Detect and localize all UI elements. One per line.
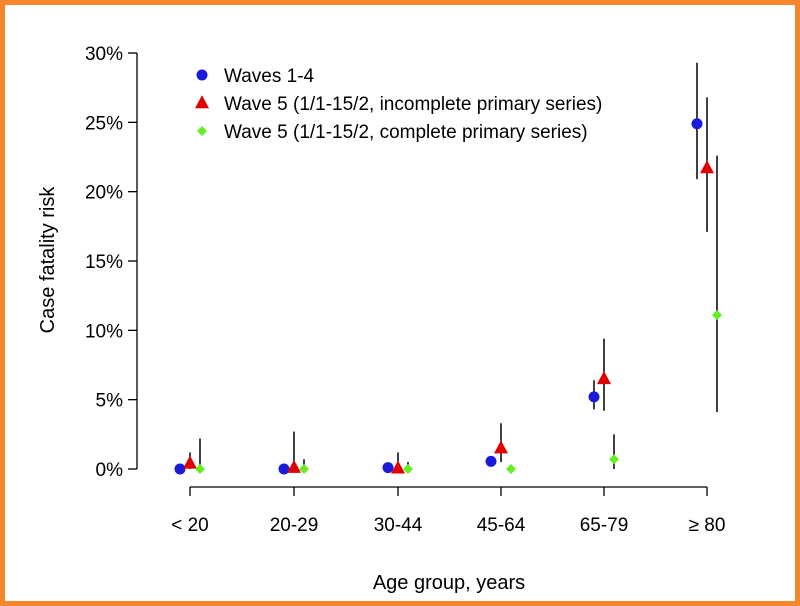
x-tick-label: 45-64 [477, 515, 526, 536]
data-point [691, 118, 703, 130]
y-tick-label: 10% [85, 321, 123, 342]
legend-label: Wave 5 (1/1-15/2, complete primary serie… [224, 122, 588, 143]
data-point [712, 310, 722, 321]
y-tick-label: 5% [96, 391, 124, 412]
data-point [287, 459, 301, 473]
data-point [597, 371, 611, 385]
y-tick-label: 0% [96, 460, 124, 481]
data-point [506, 464, 516, 474]
x-tick-label: 30-44 [374, 515, 423, 536]
legend-marker [196, 69, 208, 81]
data-point [278, 463, 290, 475]
x-tick-label: < 20 [171, 515, 209, 536]
series-1 [183, 97, 714, 474]
data-point [700, 160, 714, 174]
data-point [174, 463, 186, 475]
chart-marks [174, 62, 722, 475]
y-tick-label: 20% [85, 183, 123, 204]
legend: Waves 1-4 Wave 5 (1/1-15/2, incomplete pr… [195, 66, 602, 143]
data-point [588, 391, 600, 403]
x-axis-title: Age group, years [373, 572, 525, 594]
data-point [382, 462, 394, 474]
data-point [485, 455, 497, 467]
data-point [195, 464, 205, 474]
data-point [609, 454, 619, 465]
x-axis: < 20 20-29 30-44 45-64 65-79 ≥ 80 [171, 486, 726, 536]
legend-label: Waves 1-4 [224, 66, 315, 87]
y-tick-label: 25% [85, 113, 123, 134]
legend-label: Wave 5 (1/1-15/2, incomplete primary ser… [224, 94, 602, 115]
data-point [494, 440, 508, 454]
x-tick-label: 65-79 [580, 515, 629, 536]
y-tick-label: 15% [85, 252, 123, 273]
series-0 [174, 62, 703, 475]
data-point [183, 455, 197, 469]
y-axis-title: Case fatality risk [37, 186, 59, 334]
series-2 [195, 155, 722, 474]
data-point [299, 464, 309, 474]
data-point [391, 460, 405, 474]
y-tick-label: 30% [85, 44, 123, 65]
x-tick-label: ≥ 80 [689, 515, 726, 536]
data-point [403, 464, 413, 474]
y-axis: 0% 5% 10% 15% 20% 25% 30% [85, 44, 138, 481]
legend-marker [195, 95, 209, 109]
x-tick-label: 20-29 [270, 515, 319, 536]
legend-marker [197, 126, 207, 136]
